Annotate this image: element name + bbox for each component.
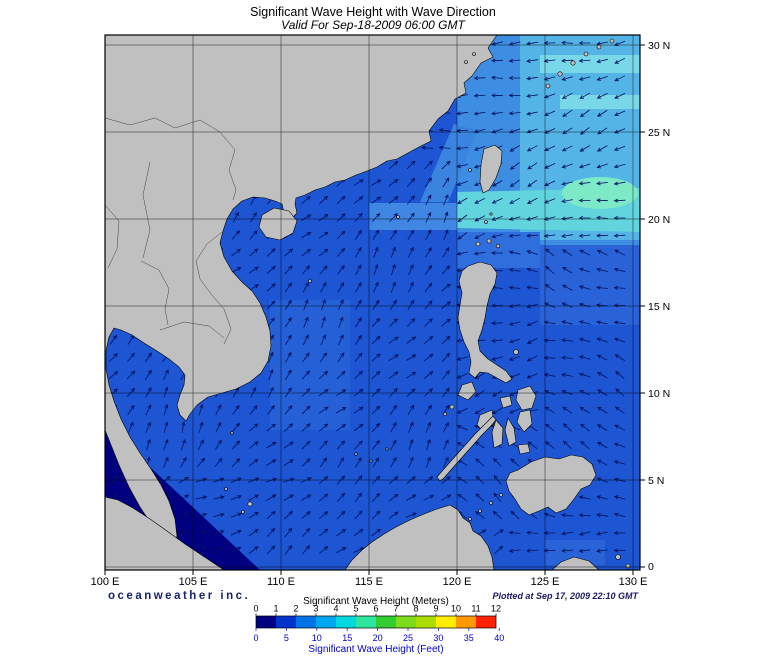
x-label-120e: 120 E [443,576,472,588]
landmass-taiwan [479,144,503,194]
svg-text:20: 20 [373,633,383,643]
landmass-mindoro [457,381,477,401]
landmass-leyte [516,409,533,433]
svg-text:11: 11 [471,604,480,614]
svg-text:30: 30 [433,633,443,643]
oceanweather-logo: oceanweather inc. [108,590,250,602]
landmass-bohol [517,443,531,455]
svg-text:8: 8 [413,604,418,614]
x-label-130e: 130 E [619,576,648,588]
svg-text:5: 5 [284,633,289,643]
landmass-luzon [457,261,513,384]
y-axis: 30 N 25 N 20 N 15 N 10 N 5 N 0 [640,40,670,573]
landmass-samar [515,385,537,411]
y-label-20n: 20 N [648,214,670,226]
grid-lines [105,35,640,570]
y-label-0: 0 [648,561,654,573]
svg-text:40: 40 [494,633,504,643]
landmass-cebu [504,417,517,447]
svg-text:35: 35 [464,633,474,643]
y-label-10n: 10 N [648,388,670,400]
y-label-25n: 25 N [648,127,670,139]
svg-text:10: 10 [451,604,461,614]
landmass-mindanao [505,454,597,516]
svg-text:0: 0 [253,633,258,643]
landmass-sumatra [105,496,225,570]
svg-text:5: 5 [353,604,358,614]
svg-text:15: 15 [342,633,352,643]
x-label-125e: 125 E [531,576,560,588]
x-axis-ticks [104,570,634,575]
chart-subtitle: Valid For Sep-18-2009 06:00 GMT [281,18,466,32]
svg-text:9: 9 [433,604,438,614]
landmass-mainland-asia [105,35,498,550]
svg-text:12: 12 [491,604,501,614]
x-label-115e: 115 E [355,576,383,588]
wave-patch-vietnam-offshore [270,300,350,430]
map-frame [104,34,641,571]
country-borders [105,117,237,345]
svg-text:3: 3 [313,604,318,614]
legend-feet-title: Significant Wave Height (Feet) [308,644,443,655]
svg-text:25: 25 [403,633,413,643]
plotted-stamp: Plotted at Sep 17, 2009 22:10 GMT [492,591,639,601]
landmass-negros [491,419,504,449]
x-label-100e: 100 E [91,576,120,588]
y-label-5n: 5 N [648,475,664,487]
y-label-15n: 15 N [648,301,670,313]
svg-text:1: 1 [273,604,278,614]
landmass-palawan [436,415,497,482]
y-label-30n: 30 N [648,40,670,52]
svg-text:6: 6 [373,604,378,614]
wave-patch-babuyan [457,232,540,268]
landmass-masbate [499,395,513,409]
legend-feet-ticks: 0 5 10 15 20 25 30 35 40 [253,628,504,643]
legend-meters-title: Significant Wave Height (Meters) [303,596,449,607]
y-axis-ticks [640,44,645,568]
x-label-110e: 110 E [267,576,295,588]
land-layer [105,35,631,570]
svg-text:7: 7 [393,604,398,614]
svg-text:2: 2 [293,604,298,614]
svg-text:0: 0 [253,604,258,614]
legend-meters-ticks: 0 1 2 3 4 5 6 7 8 9 10 11 12 [253,604,501,616]
chart-title: Significant Wave Height with Wave Direct… [250,5,496,19]
x-label-105e: 105 E [179,576,208,588]
legend-bar [255,615,497,629]
svg-text:4: 4 [333,604,338,614]
x-axis: 100 E 105 E 110 E 115 E 120 E 125 E 130 … [91,570,648,588]
wave-patch-band-west [369,203,457,230]
wave-patch-streak-1 [540,55,640,73]
landmass-hainan [258,207,298,241]
wave-patch-east-luzon [540,245,640,325]
svg-text:10: 10 [312,633,322,643]
